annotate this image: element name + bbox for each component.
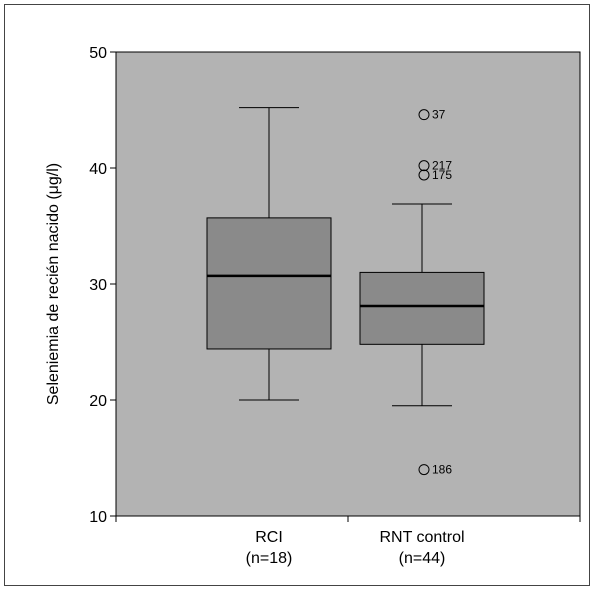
y-tick-label: 40 xyxy=(89,161,107,178)
iqr-box xyxy=(206,217,332,350)
category-label: RNT control xyxy=(379,529,464,546)
category-label: RCI xyxy=(255,529,283,546)
box-1 xyxy=(206,107,332,401)
y-tick-label: 10 xyxy=(89,509,107,526)
axes: 10 20 30 40 50 xyxy=(89,45,581,526)
category-n-label: (n=18) xyxy=(246,550,293,567)
outlier-label: 217 xyxy=(432,159,452,173)
y-axis-title: Seleniemia de recién nacido (μg/l) xyxy=(45,163,62,405)
outlier-point xyxy=(418,169,430,181)
outlier-label: 37 xyxy=(432,108,446,122)
iqr-box xyxy=(359,271,485,345)
y-tick-label: 30 xyxy=(89,277,107,294)
outlier-point xyxy=(418,109,430,121)
outlier-point xyxy=(418,160,430,172)
y-tick-label: 50 xyxy=(89,45,107,62)
y-tick-label: 20 xyxy=(89,393,107,410)
category-labels: RCI (n=18) RNT control (n=44) xyxy=(246,529,465,567)
outlier-point xyxy=(418,464,430,476)
category-n-label: (n=44) xyxy=(399,550,446,567)
outlier-label: 186 xyxy=(432,463,452,477)
plot-area xyxy=(115,51,581,517)
outlier-label: 175 xyxy=(432,168,452,182)
